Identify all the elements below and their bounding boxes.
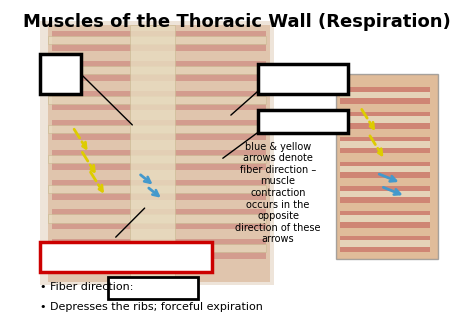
Bar: [340, 116, 430, 123]
Text: blue & yellow
arrows denote
fiber direction –
muscle
contraction
occurs in the
o: blue & yellow arrows denote fiber direct…: [235, 142, 321, 244]
Bar: [340, 166, 430, 172]
Bar: [52, 31, 266, 51]
Bar: [340, 92, 430, 98]
Bar: [340, 236, 430, 252]
Bar: [48, 155, 266, 163]
Bar: [52, 209, 266, 229]
Bar: [340, 211, 430, 227]
Bar: [257, 110, 348, 134]
Bar: [52, 61, 266, 81]
Text: Muscles of the Thoracic Wall (Respiration): Muscles of the Thoracic Wall (Respiratio…: [23, 13, 451, 31]
Bar: [336, 74, 438, 259]
Bar: [340, 190, 430, 197]
Bar: [48, 36, 266, 44]
Bar: [52, 150, 266, 170]
Bar: [257, 64, 348, 94]
Bar: [48, 214, 266, 223]
Bar: [40, 242, 212, 272]
Bar: [48, 244, 266, 252]
Bar: [52, 120, 266, 140]
Text: • Depresses the ribs; forceful expiration: • Depresses the ribs; forceful expiratio…: [40, 302, 263, 312]
Bar: [52, 180, 266, 199]
Bar: [340, 240, 430, 247]
Bar: [40, 21, 274, 285]
Bar: [340, 137, 430, 153]
Bar: [48, 25, 270, 282]
Bar: [340, 186, 430, 203]
Bar: [52, 91, 266, 110]
Bar: [40, 54, 81, 94]
Bar: [48, 185, 266, 193]
Bar: [340, 162, 430, 178]
Bar: [340, 112, 430, 129]
Bar: [48, 66, 266, 74]
Bar: [340, 141, 430, 148]
Bar: [130, 25, 175, 282]
Bar: [52, 239, 266, 259]
Bar: [340, 215, 430, 222]
Bar: [48, 125, 266, 134]
Bar: [48, 96, 266, 104]
Bar: [108, 277, 198, 299]
Text: • Fiber direction:: • Fiber direction:: [40, 282, 133, 292]
Bar: [340, 87, 430, 104]
